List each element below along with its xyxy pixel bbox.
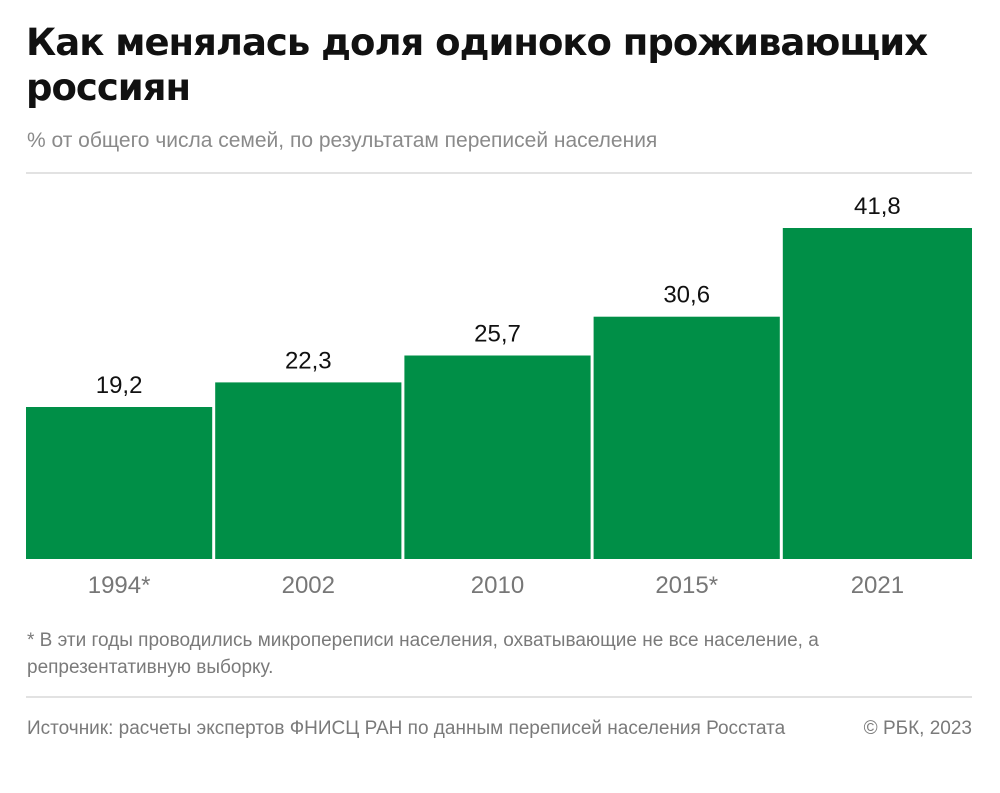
bar-value-label-4: 41,8 [854, 193, 901, 220]
value-labels-group: 19,2 22,3 25,7 30,6 41,8 [96, 193, 901, 399]
bar-4 [782, 228, 972, 559]
x-tick-label-1: 2002 [282, 572, 335, 599]
footnote: * В эти годы проводились микропереписи н… [27, 630, 819, 678]
bar-value-label-3: 30,6 [663, 282, 710, 309]
top-divider [26, 172, 972, 174]
source-note: Источник: расчеты экспертов ФНИСЦ РАН по… [27, 718, 786, 739]
x-tick-label-0: 1994* [88, 572, 151, 599]
chart-subtitle: % от общего числа семей, по результатам … [27, 129, 658, 152]
x-tick-label-4: 2021 [851, 572, 904, 599]
bars-group [26, 228, 972, 559]
bar-value-label-0: 19,2 [96, 372, 143, 399]
chart-title: Как менялась доля одиноко проживающих ро… [26, 21, 928, 109]
bar-3 [593, 316, 780, 559]
x-tick-label-3: 2015* [655, 572, 718, 599]
bar-2 [404, 355, 591, 559]
bar-0 [26, 407, 213, 559]
bar-value-label-1: 22,3 [285, 347, 332, 374]
bottom-divider [26, 696, 972, 698]
bar-value-label-2: 25,7 [474, 321, 521, 348]
copyright: © РБК, 2023 [863, 718, 972, 739]
x-tick-label-2: 2010 [471, 572, 524, 599]
x-axis-labels-group: 1994* 2002 2010 2015* 2021 [88, 572, 904, 599]
bar-1 [215, 382, 402, 559]
bar-chart: 19,2 22,3 25,7 30,6 41,8 1994* 2002 2010 2015* 2… [26, 193, 972, 599]
